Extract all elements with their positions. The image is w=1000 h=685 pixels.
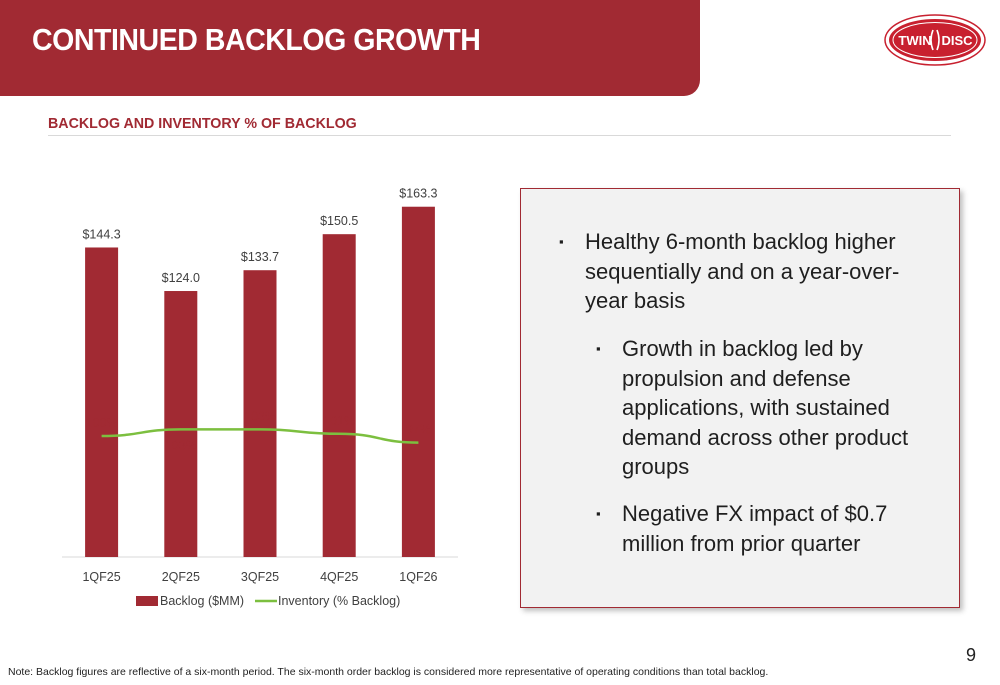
twin-disc-logo: TWIN DISC (884, 14, 986, 66)
x-tick-label: 1QF25 (82, 570, 120, 584)
section-title: BACKLOG AND INVENTORY % OF BACKLOG (48, 115, 357, 132)
bar-value-label: $150.5 (320, 214, 358, 228)
bar-1QF25 (85, 247, 119, 557)
square-bullet-icon: ▪ (559, 234, 564, 249)
legend-swatch-backlog (136, 596, 158, 606)
x-tick-label: 1QF26 (399, 570, 437, 584)
inventory-value-label: 100% (86, 416, 118, 430)
backlog-chart: $144.3 $124.0 $133.7 $150.5 $163.3 100% 103% 10… (62, 187, 458, 608)
bar-value-label: $144.3 (82, 227, 120, 241)
bullet-text: Growth in backlog led by propulsion and … (622, 336, 909, 479)
bullet-text: Healthy 6-month backlog higher sequentia… (585, 229, 900, 313)
x-tick-label: 2QF25 (162, 570, 200, 584)
x-tick-label: 3QF25 (241, 570, 279, 584)
bar-value-label: $163.3 (399, 187, 437, 201)
x-tick-label: 4QF25 (320, 570, 358, 584)
section-divider (48, 135, 951, 136)
square-bullet-icon: ▪ (596, 341, 601, 356)
inventory-value-label: 103% (165, 438, 197, 452)
svg-text:DISC: DISC (941, 33, 973, 48)
svg-text:TWIN: TWIN (898, 33, 931, 48)
inventory-value-label: 101% (323, 414, 355, 428)
legend-label-inventory: Inventory (% Backlog) (278, 594, 400, 608)
inventory-value-label: 103% (244, 409, 276, 423)
legend-label-backlog: Backlog ($MM) (160, 594, 244, 608)
bar-3QF25 (243, 270, 277, 557)
bullet-backlog-healthy: ▪ Healthy 6-month backlog higher sequent… (559, 227, 925, 316)
bullet-text: Negative FX impact of $0.7 million from … (622, 501, 888, 556)
bar-1QF26 (401, 206, 435, 557)
inventory-value-label: 97% (406, 423, 431, 437)
bullet-growth-drivers: ▪ Growth in backlog led by propulsion an… (596, 334, 932, 482)
inventory-line (101, 428, 419, 444)
page-title: CONTINUED BACKLOG GROWTH (32, 22, 481, 57)
bar-value-label: $124.0 (162, 271, 200, 285)
header-band (0, 0, 700, 96)
bar-2QF25 (164, 291, 198, 557)
bullet-fx-impact: ▪ Negative FX impact of $0.7 million fro… (596, 499, 942, 558)
bar-4QF25 (322, 234, 356, 557)
bar-value-label: $133.7 (241, 250, 279, 264)
footnote: Note: Backlog figures are reflective of … (8, 666, 769, 678)
highlights-panel: ▪ Healthy 6-month backlog higher sequent… (520, 188, 960, 608)
page-number: 9 (966, 645, 977, 665)
square-bullet-icon: ▪ (596, 506, 601, 521)
